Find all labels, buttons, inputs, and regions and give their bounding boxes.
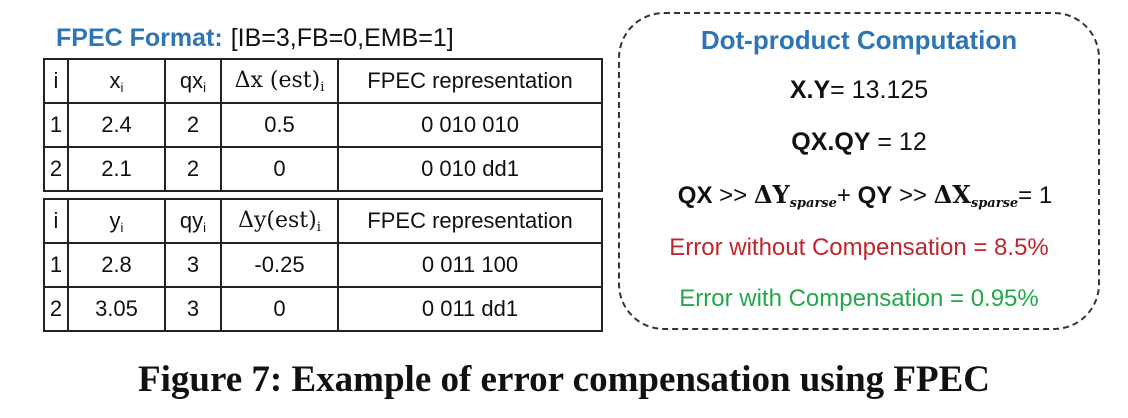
shift-qy: QY — [857, 182, 893, 209]
dot-product-panel: Dot-product Computation X.Y= 13.125 QX.Q… — [618, 12, 1100, 330]
error-without-compensation: Error without Compensation = 8.5% — [669, 234, 1049, 261]
header-x-sub: i — [120, 79, 124, 95]
shift-delta-y-sub: sparse — [789, 196, 837, 211]
table-header-row: i xi qxi Δx (est)i FPEC representation — [43, 58, 603, 104]
error-with-compensation: Error with Compensation = 0.95% — [679, 285, 1039, 312]
table-header-row: i yi qyi Δy(est)i FPEC representation — [43, 198, 603, 244]
x-values-table: i xi qxi Δx (est)i FPEC representation 1… — [43, 58, 603, 192]
header-x-base: x — [109, 67, 121, 93]
shift-delta-x-sub: sparse — [970, 196, 1019, 211]
header-delta-x-base: Δx (est) — [234, 67, 321, 93]
header-index: i — [43, 198, 69, 244]
fpec-format-line: FPEC Format: [IB=3,FB=0,EMB=1] — [56, 22, 454, 54]
shift-delta-x: ΔXsparse — [933, 180, 1019, 211]
table-row: 2 3.05 3 0 0 011 dd1 — [43, 286, 603, 332]
header-fpec-repr: FPEC representation — [337, 58, 603, 104]
header-qy: qyi — [164, 198, 222, 244]
header-delta-y: Δy(est)i — [220, 198, 339, 244]
header-y-sub: i — [120, 219, 124, 235]
cell-x-value: 2.1 — [67, 146, 166, 192]
cell-index: 1 — [43, 242, 69, 288]
xy-value: = 13.125 — [830, 76, 929, 104]
cell-fpec-repr: 0 010 010 — [337, 102, 603, 148]
figure-caption: Figure 7: Example of error compensation … — [138, 359, 990, 400]
header-qy-base: qy — [179, 207, 204, 233]
cell-qy: 3 — [164, 242, 222, 288]
header-fpec-repr: FPEC representation — [337, 198, 603, 244]
table-row: 1 2.8 3 -0.25 0 011 100 — [43, 242, 603, 288]
qxqy-label: QX.QY — [791, 128, 871, 156]
shift-compensation-line: QX >> ΔYsparse+ QY >> ΔXsparse= 1 — [626, 180, 1104, 211]
xy-result: X.Y= 13.125 — [620, 76, 1098, 105]
panel-title: Dot-product Computation — [700, 25, 1018, 55]
header-delta-y-sub: i — [316, 219, 321, 235]
header-index: i — [43, 58, 69, 104]
xy-label: X.Y — [789, 76, 831, 104]
header-delta-x: Δx (est)i — [220, 58, 339, 104]
table-row: 1 2.4 2 0.5 0 010 010 — [43, 102, 603, 148]
cell-index: 2 — [43, 146, 69, 192]
header-qx-sub: i — [203, 79, 207, 95]
y-values-table: i yi qyi Δy(est)i FPEC representation 1 … — [43, 198, 603, 332]
cell-qx: 2 — [164, 146, 222, 192]
cell-fpec-repr: 0 011 dd1 — [337, 286, 603, 332]
qxqy-result: QX.QY = 12 — [620, 128, 1098, 157]
fpec-format-params: [IB=3,FB=0,EMB=1] — [230, 24, 454, 52]
qxqy-value: = 12 — [877, 128, 927, 156]
header-y-base: y — [109, 207, 121, 233]
shift-op-2: >> — [898, 182, 927, 209]
header-delta-x-sub: i — [320, 79, 325, 95]
cell-delta-y: -0.25 — [220, 242, 339, 288]
cell-y-value: 2.8 — [67, 242, 166, 288]
cell-delta-x: 0 — [220, 146, 339, 192]
shift-result: = 1 — [1018, 182, 1053, 209]
header-qx-base: qx — [179, 67, 204, 93]
cell-index: 2 — [43, 286, 69, 332]
cell-qy: 3 — [164, 286, 222, 332]
cell-qx: 2 — [164, 102, 222, 148]
fpec-format-title: FPEC Format: — [56, 24, 223, 52]
header-qy-sub: i — [203, 219, 207, 235]
shift-delta-y: ΔYsparse — [753, 180, 837, 211]
shift-op-1: >> — [719, 182, 748, 209]
cell-delta-x: 0.5 — [220, 102, 339, 148]
cell-index: 1 — [43, 102, 69, 148]
shift-qx: QX — [677, 182, 713, 209]
header-delta-y-base: Δy(est) — [238, 207, 317, 233]
header-x-value: xi — [67, 58, 166, 104]
cell-y-value: 3.05 — [67, 286, 166, 332]
cell-delta-y: 0 — [220, 286, 339, 332]
cell-x-value: 2.4 — [67, 102, 166, 148]
cell-fpec-repr: 0 011 100 — [337, 242, 603, 288]
cell-fpec-repr: 0 010 dd1 — [337, 146, 603, 192]
header-y-value: yi — [67, 198, 166, 244]
table-row: 2 2.1 2 0 0 010 dd1 — [43, 146, 603, 192]
header-qx: qxi — [164, 58, 222, 104]
shift-delta-y-base: ΔY — [753, 180, 790, 209]
shift-delta-x-base: ΔX — [933, 180, 971, 209]
shift-plus: + — [836, 182, 851, 209]
